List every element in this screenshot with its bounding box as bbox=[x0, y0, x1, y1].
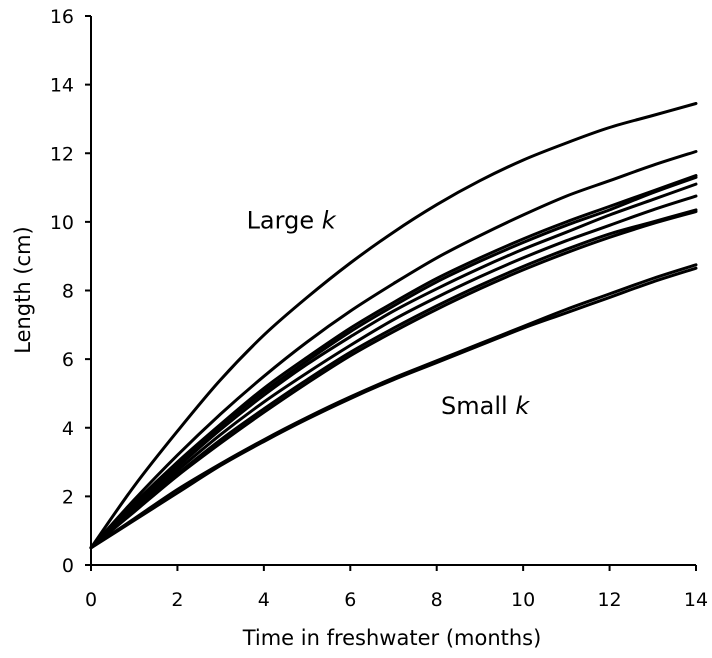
x-tick-label: 6 bbox=[344, 589, 356, 611]
series-line-8 bbox=[89, 210, 698, 550]
y-tick-label: 14 bbox=[50, 75, 74, 97]
series-line-10 bbox=[89, 266, 698, 550]
annotation-label-2: Small k bbox=[441, 392, 530, 420]
y-tick-label: 2 bbox=[62, 486, 74, 508]
x-tick-label: 0 bbox=[85, 589, 97, 611]
x-tick-label: 14 bbox=[684, 589, 708, 611]
series-line-2 bbox=[89, 150, 698, 550]
series-line-5 bbox=[89, 182, 698, 550]
x-tick-label: 2 bbox=[171, 589, 183, 611]
y-tick-label: 4 bbox=[62, 418, 74, 440]
series-line-9 bbox=[89, 263, 698, 550]
series-lines bbox=[89, 102, 698, 550]
y-tick-label: 6 bbox=[62, 349, 74, 371]
series-line-1 bbox=[89, 102, 698, 550]
y-tick-label: 16 bbox=[50, 6, 74, 28]
y-axis-ticks: 0 2 4 6 8 10 12 14 16 bbox=[50, 6, 91, 577]
annotation-label-1: Large k bbox=[247, 207, 337, 235]
x-axis-title: Time in freshwater (months) bbox=[242, 626, 542, 650]
annotations: Large k Small k bbox=[247, 207, 531, 420]
y-tick-label: 0 bbox=[62, 555, 74, 577]
series-line-6 bbox=[89, 194, 698, 550]
y-tick-label: 8 bbox=[62, 281, 74, 303]
x-tick-label: 4 bbox=[258, 589, 270, 611]
series-line-7 bbox=[89, 208, 698, 550]
y-tick-label: 12 bbox=[50, 143, 74, 165]
x-axis-ticks: 0 2 4 6 8 10 12 14 bbox=[85, 565, 708, 611]
axes bbox=[90, 16, 696, 566]
y-axis-title: Length (cm) bbox=[11, 226, 35, 354]
y-tick-label: 10 bbox=[50, 212, 74, 234]
x-tick-label: 8 bbox=[431, 589, 443, 611]
x-tick-label: 12 bbox=[597, 589, 621, 611]
x-tick-label: 10 bbox=[511, 589, 535, 611]
series-line-4 bbox=[89, 175, 698, 550]
